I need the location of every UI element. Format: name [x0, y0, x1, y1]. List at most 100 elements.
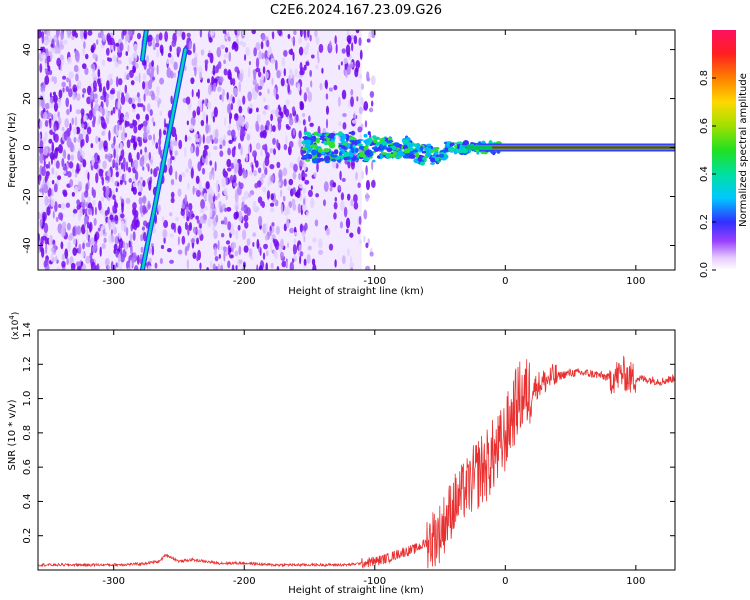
spectrogram-speckle: [116, 153, 119, 163]
spectrogram-speckle: [125, 161, 129, 172]
spectrogram-ridge-cloud: [380, 140, 386, 145]
spectrogram-speckle: [138, 191, 142, 196]
spectrogram-speckle: [51, 141, 55, 153]
spectrogram-speckle: [281, 260, 287, 268]
spectrogram-speckle: [261, 34, 266, 42]
spectrogram-speckle: [275, 59, 278, 71]
spectrogram-speckle: [159, 110, 163, 117]
snr-x-tick-label: -200: [233, 576, 256, 587]
spectrogram-speckle: [315, 64, 319, 70]
spectrogram-speckle: [318, 249, 324, 255]
spectrogram-speckle: [150, 168, 153, 175]
spectrogram-speckle: [154, 262, 158, 269]
snr-y-ticks: 0.2 0.4 0.6 0.8 1.0 1.2 1.4: [22, 322, 675, 544]
spectrogram-speckle: [158, 144, 162, 155]
spectrogram-speckle: [192, 110, 197, 119]
spectrogram-speckle: [309, 122, 314, 128]
snr-y-label: SNR (10 * v/v): [7, 399, 18, 470]
spectrogram-speckle: [148, 180, 152, 191]
spectrogram-speckle: [208, 151, 211, 159]
spectrogram-speckle: [102, 122, 107, 130]
spectrogram-speckle: [129, 246, 133, 256]
spectrogram-speckle: [78, 243, 82, 255]
spectrogram-speckle: [197, 229, 203, 236]
spectrogram-speckle: [142, 195, 147, 205]
spectrogram-speckle: [269, 147, 274, 154]
spectrogram-speckle: [232, 41, 237, 47]
spectrogram-ridge-cloud: [338, 144, 343, 148]
spectrogram-speckle: [73, 64, 79, 73]
spectrogram-speckle: [220, 220, 225, 225]
spectrogram-speckle: [81, 192, 85, 203]
spectrogram-speckle: [85, 255, 91, 264]
spectrogram-speckle: [226, 91, 229, 100]
spectrogram-speckle: [170, 140, 174, 151]
spectrogram-speckle: [227, 129, 232, 136]
spectrogram-speckle: [355, 30, 360, 34]
spectrogram-speckle: [259, 131, 264, 139]
spectrogram-speckle: [133, 50, 138, 59]
spectrogram-speckle: [273, 87, 277, 97]
spectrogram-speckle: [200, 198, 206, 210]
spectrogram-speckle: [347, 160, 351, 169]
spectrogram-speckle: [287, 185, 291, 192]
colorbar-tick-label: 0.2: [699, 214, 710, 230]
spectrogram-speckle: [100, 225, 106, 230]
spectrogram-ridge-cloud: [449, 147, 455, 151]
spectrogram-speckle: [276, 139, 279, 149]
spectrogram-speckle: [103, 140, 108, 150]
spectrogram-speckle: [256, 238, 260, 249]
spectrogram-ridge-cloud: [323, 155, 331, 162]
spectrogram-speckle: [187, 182, 190, 190]
spectrogram-speckle: [57, 111, 60, 118]
spectrogram-speckle: [242, 262, 246, 268]
spectrogram-speckle: [185, 168, 189, 174]
spectrogram-ridge-cloud: [311, 149, 317, 156]
spectrogram-speckle: [246, 238, 251, 246]
spectrogram-ridge-cloud: [421, 150, 427, 154]
spectrogram-ridge-cloud: [343, 156, 348, 161]
spectrogram-speckle: [169, 44, 173, 53]
spectrogram-speckle: [54, 201, 58, 213]
spectrogram-speckle: [148, 134, 153, 141]
spectrogram-speckle: [214, 255, 219, 262]
spectrogram-speckle: [364, 120, 368, 128]
spectrogram-ridge-cloud: [348, 136, 355, 141]
spectrogram-speckle: [136, 151, 140, 161]
spectrogram-speckle: [192, 185, 195, 195]
spectrogram-speckle: [190, 238, 196, 243]
spectrogram-y-tick-label: 20: [22, 92, 33, 105]
spectrogram-speckle: [368, 31, 372, 40]
spectrogram-speckle: [108, 155, 112, 163]
spectrogram-speckle: [286, 125, 291, 130]
spectrogram-ridge-cloud: [403, 148, 411, 154]
spectrogram-speckle: [253, 47, 257, 57]
spectrogram-ridge-cloud: [303, 155, 309, 159]
spectrogram-speckle: [342, 122, 347, 130]
spectrogram-speckle: [50, 247, 55, 252]
spectrogram-speckle: [166, 58, 170, 65]
spectrogram-speckle: [91, 72, 97, 78]
spectrogram-speckle: [120, 148, 125, 159]
colorbar-tick-label: 0.0: [699, 262, 710, 278]
spectrogram-speckle: [164, 30, 168, 42]
spectrogram-speckle: [200, 103, 203, 113]
spectrogram-speckle: [109, 77, 113, 86]
spectrogram-speckle: [86, 229, 89, 241]
spectrogram-speckle: [177, 188, 182, 197]
spectrogram-speckle: [217, 263, 221, 270]
spectrogram-speckle: [297, 203, 301, 214]
spectrogram-speckle: [287, 83, 291, 94]
spectrogram-speckle: [187, 136, 192, 141]
spectrogram-speckle: [217, 192, 221, 199]
spectrogram-speckle: [41, 51, 46, 60]
spectrogram-speckle: [292, 51, 295, 62]
spectrogram-ridge-cloud: [330, 155, 338, 158]
spectrogram-speckle: [157, 204, 161, 213]
spectrogram-ridge-cloud: [306, 145, 311, 151]
spectrogram-speckle: [220, 233, 225, 238]
spectrogram-speckle: [82, 242, 85, 250]
spectrogram-speckle: [338, 121, 342, 126]
spectrogram-speckle: [101, 131, 105, 136]
spectrogram-speckle: [198, 186, 204, 192]
